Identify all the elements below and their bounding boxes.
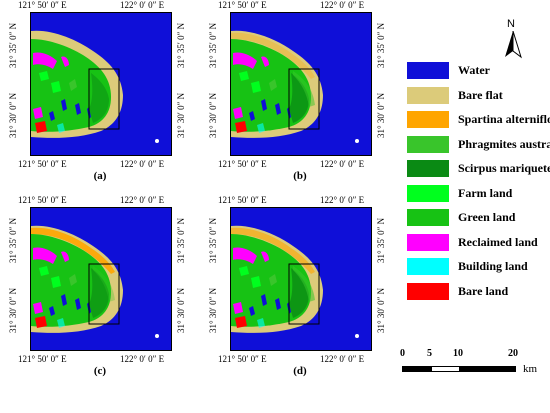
legend-label: Scirpus mariqueter	[458, 161, 550, 175]
north-label: N	[507, 18, 515, 30]
lat-label-left-bottom: 31° 30′ 0″ N	[208, 92, 218, 138]
lat-label-left-bottom: 31° 30′ 0″ N	[8, 287, 18, 333]
map-frame	[30, 12, 172, 156]
map-frame	[30, 207, 172, 351]
lat-label-left-top: 31° 35′ 0″ N	[208, 217, 218, 263]
map-raster	[31, 13, 171, 155]
lat-label-left-top: 31° 35′ 0″ N	[208, 22, 218, 68]
lon-label-right-bottom: 122° 0′ 0″ E	[120, 354, 165, 364]
lon-label-left-top: 121° 50′ 0″ E	[18, 195, 67, 205]
legend-swatch	[407, 86, 449, 104]
scale-unit: km	[523, 363, 538, 375]
lat-label-right-bottom: 31° 30′ 0″ N	[176, 287, 186, 333]
north-arrow-icon	[505, 31, 522, 59]
panel-label: (b)	[293, 170, 307, 182]
lat-label-left-top: 31° 35′ 0″ N	[8, 22, 18, 68]
lat-label-left-bottom: 31° 30′ 0″ N	[8, 92, 18, 138]
scale-tick-0: 0	[400, 348, 405, 359]
lat-label-right-top: 31° 35′ 0″ N	[376, 217, 386, 263]
legend-label: Water	[458, 63, 490, 77]
lat-label-left-bottom: 31° 30′ 0″ N	[208, 287, 218, 333]
scale-tick-5: 5	[427, 348, 432, 359]
legend-label: Bare land	[458, 283, 509, 298]
legend-label: Bare flat	[458, 87, 503, 102]
lon-label-right-top: 122° 0′ 0″ E	[120, 195, 165, 205]
map-raster	[31, 208, 171, 350]
scale-tick-20: 20	[508, 348, 518, 359]
lon-label-left-top: 121° 50′ 0″ E	[18, 0, 67, 10]
legend-swatch	[407, 209, 449, 226]
lon-label-left-bottom: 121° 50′ 0″ E	[18, 159, 67, 169]
map-raster	[231, 13, 371, 155]
lon-label-right-bottom: 122° 0′ 0″ E	[120, 159, 165, 169]
legend-swatch	[407, 233, 449, 251]
legend-swatch	[407, 184, 449, 202]
north-arrow: N	[502, 18, 524, 59]
scale-tick-10: 10	[453, 348, 463, 359]
legend-label: Building land	[458, 259, 528, 273]
legend-label: Phragmites australis	[458, 136, 550, 151]
legend-swatch	[407, 258, 449, 275]
lon-label-right-bottom: 122° 0′ 0″ E	[320, 159, 365, 169]
panel-label: (a)	[93, 170, 107, 182]
lon-label-right-top: 122° 0′ 0″ E	[320, 0, 365, 10]
legend-swatch	[407, 135, 449, 153]
legend-label: Spartina alterniflora	[458, 112, 550, 126]
lat-label-right-bottom: 31° 30′ 0″ N	[176, 92, 186, 138]
lat-label-left-top: 31° 35′ 0″ N	[8, 217, 18, 263]
lat-label-right-top: 31° 35′ 0″ N	[176, 22, 186, 68]
panel-label: (c)	[93, 365, 107, 377]
legend-label: Reclaimed land	[458, 234, 538, 249]
lon-label-left-top: 121° 50′ 0″ E	[218, 195, 267, 205]
lon-label-right-bottom: 122° 0′ 0″ E	[320, 354, 365, 364]
lon-label-left-top: 121° 50′ 0″ E	[218, 0, 267, 10]
lon-label-right-top: 122° 0′ 0″ E	[120, 0, 165, 10]
lat-label-right-top: 31° 35′ 0″ N	[176, 217, 186, 263]
map-frame	[230, 12, 372, 156]
panel-label: (d)	[293, 365, 307, 377]
scale-bar: 0 5 10 20 km	[400, 348, 550, 388]
legend-swatch	[407, 282, 449, 300]
lon-label-right-top: 122° 0′ 0″ E	[320, 195, 365, 205]
scale-segment-3	[459, 366, 516, 372]
lat-label-right-bottom: 31° 30′ 0″ N	[376, 287, 386, 333]
lon-label-left-bottom: 121° 50′ 0″ E	[218, 354, 267, 364]
legend-swatch	[407, 111, 449, 128]
legend-swatch	[407, 160, 449, 177]
scale-segment-1	[402, 366, 432, 372]
lat-label-right-top: 31° 35′ 0″ N	[376, 22, 386, 68]
map-frame	[230, 207, 372, 351]
legend-label: Farm land	[458, 185, 513, 200]
lat-label-right-bottom: 31° 30′ 0″ N	[376, 92, 386, 138]
lon-label-left-bottom: 121° 50′ 0″ E	[18, 354, 67, 364]
map-raster	[231, 208, 371, 350]
lon-label-left-bottom: 121° 50′ 0″ E	[218, 159, 267, 169]
scale-segment-2	[431, 366, 460, 372]
legend-swatch	[407, 62, 449, 79]
legend-label: Green land	[458, 210, 516, 224]
